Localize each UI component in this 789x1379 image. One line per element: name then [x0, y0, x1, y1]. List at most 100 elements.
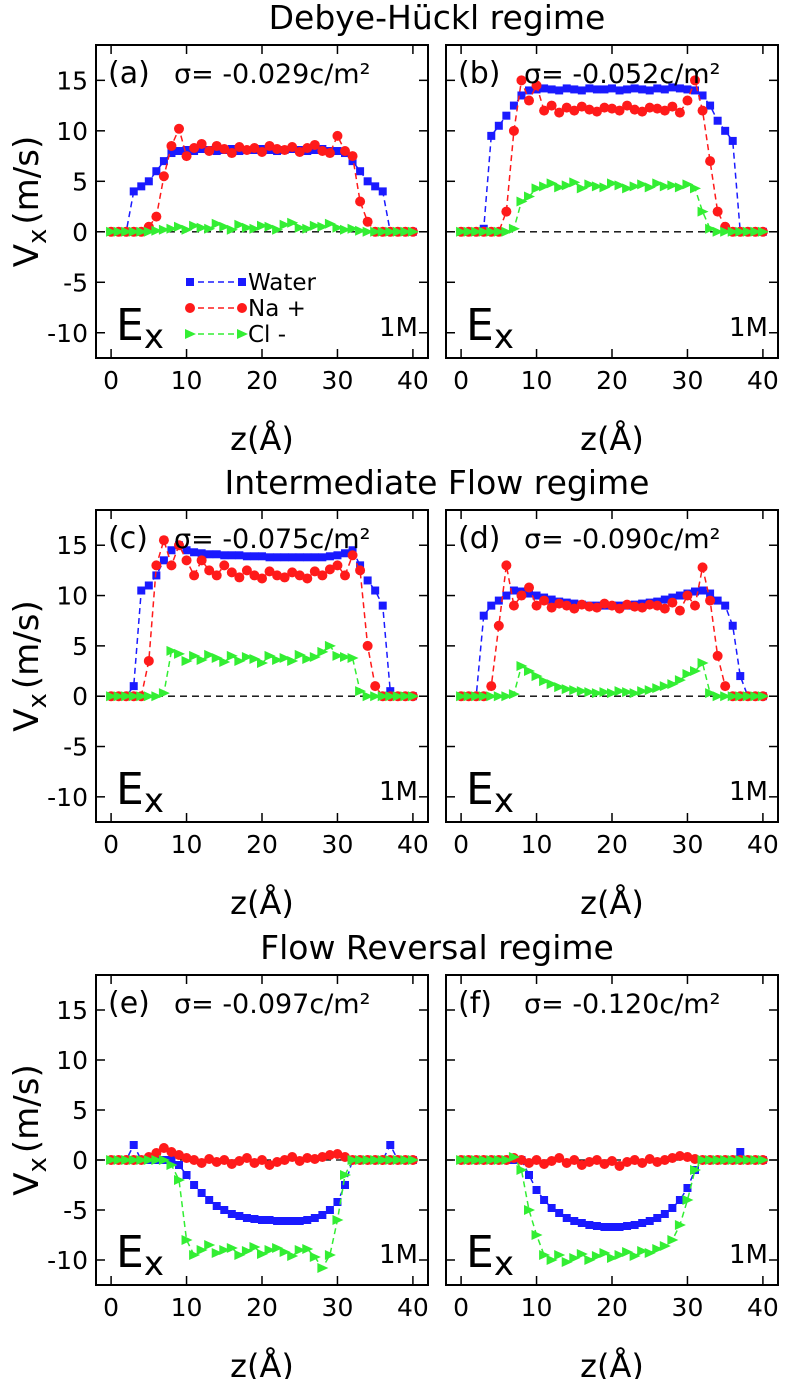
panel: Debye-Hückl regime 0 10 20 30 40 -10 -5 0 5 10 15 (a…	[7, 0, 605, 458]
marker-circle	[531, 600, 542, 611]
field-label: Ex	[466, 300, 514, 357]
x-tick-label: 20	[596, 1293, 628, 1322]
marker-triangle	[539, 181, 551, 192]
marker-circle	[576, 101, 587, 112]
marker-circle	[637, 106, 648, 117]
marker-square	[182, 1171, 191, 1179]
marker-circle	[257, 147, 267, 158]
marker-square	[220, 1206, 229, 1214]
marker-circle	[279, 572, 290, 583]
marker-triangle	[174, 648, 185, 659]
marker-triangle	[143, 1155, 155, 1165]
marker-circle	[705, 156, 716, 167]
marker-square	[129, 682, 138, 691]
marker-circle	[241, 565, 252, 576]
marker-circle	[584, 104, 595, 115]
marker-triangle	[757, 1155, 769, 1165]
panel: 0 10 20 30 40 (d) σ= -0.090c/m² Ex 1M z(Å)	[445, 509, 779, 922]
marker-circle	[531, 80, 542, 91]
marker-square	[333, 147, 342, 156]
marker-triangle	[659, 1241, 671, 1251]
marker-triangle	[697, 206, 709, 217]
marker-square	[683, 85, 692, 94]
marker-circle	[720, 681, 731, 692]
marker-circle	[576, 599, 587, 610]
marker-triangle	[355, 225, 367, 236]
marker-triangle	[272, 654, 284, 665]
marker-triangle	[324, 218, 336, 229]
marker-square	[175, 147, 183, 156]
marker-square	[371, 586, 380, 595]
marker-circle	[569, 105, 580, 116]
marker-square	[623, 85, 632, 94]
marker-circle	[332, 130, 343, 141]
marker-square	[242, 552, 251, 561]
marker-square	[363, 576, 372, 585]
marker-square	[487, 131, 496, 140]
marker-square	[683, 1184, 692, 1192]
marker-triangle	[735, 1155, 747, 1165]
marker-square	[310, 553, 319, 562]
marker-square	[182, 146, 191, 155]
marker-circle	[151, 211, 162, 222]
marker-square	[585, 84, 594, 93]
field-sub: x	[144, 781, 164, 821]
marker-square	[638, 1219, 647, 1227]
marker-triangle	[340, 224, 351, 235]
marker-square	[325, 552, 334, 561]
x-tick-label: 10	[171, 830, 203, 859]
y-tick-label: 15	[56, 996, 88, 1025]
y-tick-label: 15	[56, 66, 88, 95]
marker-circle	[151, 560, 162, 571]
marker-circle	[279, 145, 290, 156]
x-tick-label: 40	[747, 830, 779, 859]
marker-triangle	[272, 1243, 284, 1253]
marker-square	[562, 1214, 571, 1222]
marker-triangle	[113, 226, 125, 237]
marker-circle	[294, 147, 305, 158]
y-label-sub: x	[23, 693, 53, 708]
marker-square	[212, 550, 221, 559]
marker-square	[310, 1214, 319, 1222]
marker-circle	[652, 1157, 663, 1167]
plot-area	[456, 560, 769, 702]
marker-square	[494, 121, 503, 130]
marker-triangle	[106, 691, 118, 702]
marker-square	[608, 84, 616, 93]
marker-square	[348, 157, 357, 166]
plot-area	[106, 1141, 419, 1273]
y-tick-label: 0	[72, 682, 88, 711]
marker-triangle	[113, 691, 125, 702]
marker-square	[212, 1202, 221, 1210]
marker-triangle	[622, 687, 634, 698]
marker-triangle	[516, 1165, 528, 1175]
marker-square	[227, 551, 236, 560]
field-sub: x	[494, 1244, 514, 1284]
marker-triangle	[524, 191, 535, 202]
marker-triangle	[385, 226, 397, 237]
marker-triangle	[629, 181, 641, 192]
marker-circle	[629, 1155, 640, 1165]
marker-triangle	[531, 1230, 543, 1240]
marker-square	[167, 149, 176, 158]
marker-triangle	[106, 226, 118, 237]
marker-circle	[272, 143, 283, 154]
marker-circle	[264, 1160, 275, 1170]
marker-triangle	[607, 1253, 618, 1263]
marker-circle	[241, 145, 252, 156]
marker-triangle	[554, 1250, 566, 1260]
marker-triangle	[279, 219, 291, 230]
marker-triangle	[516, 196, 528, 207]
y-label-main: V	[7, 708, 47, 731]
x-tick-label: 10	[521, 1293, 553, 1322]
marker-circle	[324, 564, 335, 575]
marker-square	[197, 549, 206, 558]
marker-triangle	[249, 653, 261, 664]
marker-triangle	[471, 691, 483, 702]
x-tick-label: 30	[672, 366, 704, 395]
panel-label: (b)	[458, 56, 500, 91]
field-label: Ex	[466, 764, 514, 821]
marker-circle	[189, 570, 200, 581]
marker-circle	[355, 196, 366, 207]
field-label: Ex	[116, 1227, 164, 1284]
